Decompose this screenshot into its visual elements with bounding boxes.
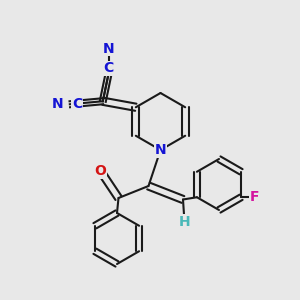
Text: C: C (104, 61, 114, 75)
Text: N: N (155, 143, 166, 157)
Text: N: N (52, 97, 64, 111)
Text: O: O (94, 164, 106, 178)
Text: C: C (72, 97, 82, 111)
Text: N: N (103, 42, 115, 56)
Text: H: H (179, 215, 190, 229)
Text: F: F (250, 190, 259, 204)
